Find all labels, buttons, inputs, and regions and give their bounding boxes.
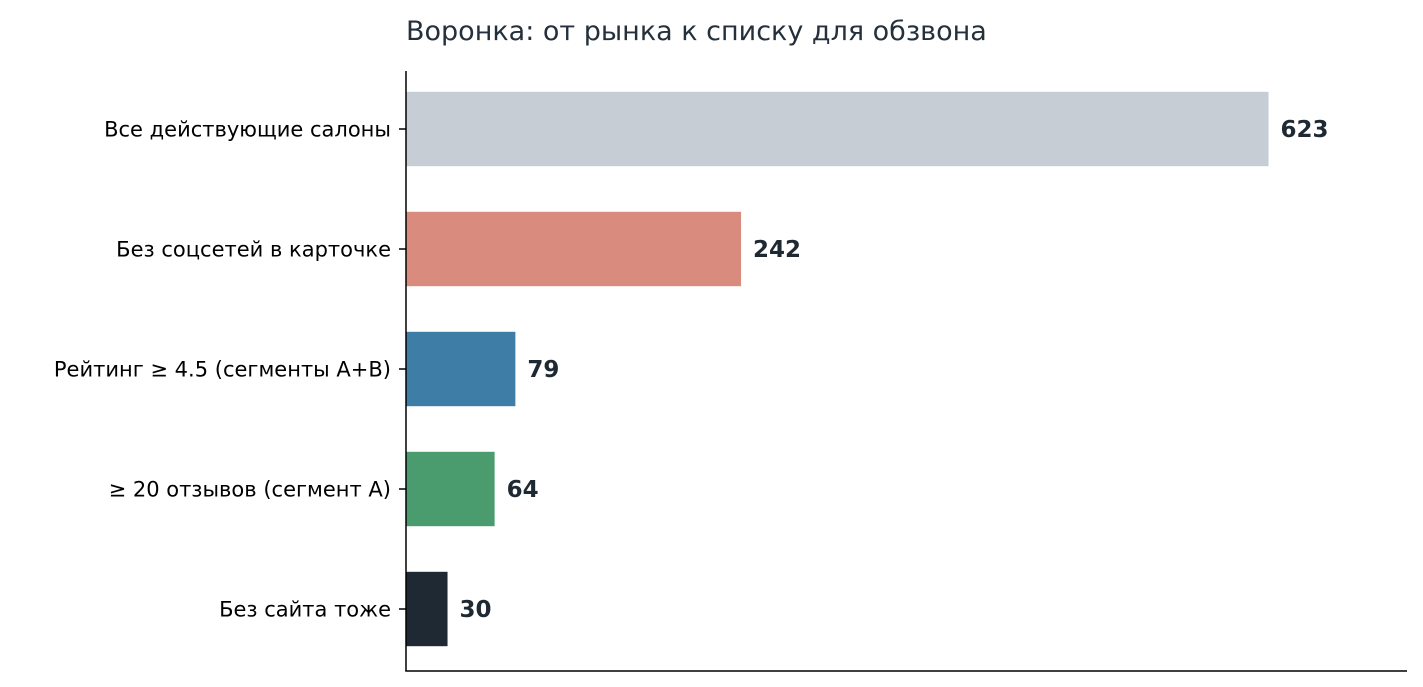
bars-layer bbox=[406, 91, 1269, 647]
category-label-1: Без соцсетей в карточке bbox=[116, 238, 391, 262]
value-label-0: 623 bbox=[1281, 117, 1329, 143]
chart-title: Воронка: от рынка к списку для обзвона bbox=[406, 16, 987, 47]
value-label-1: 242 bbox=[753, 237, 801, 263]
category-label-3: ≥ 20 отзывов (сегмент А) bbox=[109, 478, 391, 502]
category-labels-layer: Все действующие салоны Без соцсетей в кар… bbox=[54, 118, 406, 622]
category-label-4: Без сайта тоже bbox=[219, 598, 391, 622]
value-label-4: 30 bbox=[460, 597, 492, 623]
bar-4 bbox=[406, 571, 448, 647]
bar-1 bbox=[406, 211, 742, 287]
value-labels-layer: 623 242 79 64 30 bbox=[460, 117, 1329, 623]
value-label-3: 64 bbox=[507, 477, 539, 503]
category-label-2: Рейтинг ≥ 4.5 (сегменты А+В) bbox=[54, 358, 391, 382]
bar-3 bbox=[406, 451, 495, 527]
value-label-2: 79 bbox=[527, 357, 559, 383]
bar-2 bbox=[406, 331, 516, 407]
bar-0 bbox=[406, 91, 1269, 167]
category-label-0: Все действующие салоны bbox=[104, 118, 391, 142]
